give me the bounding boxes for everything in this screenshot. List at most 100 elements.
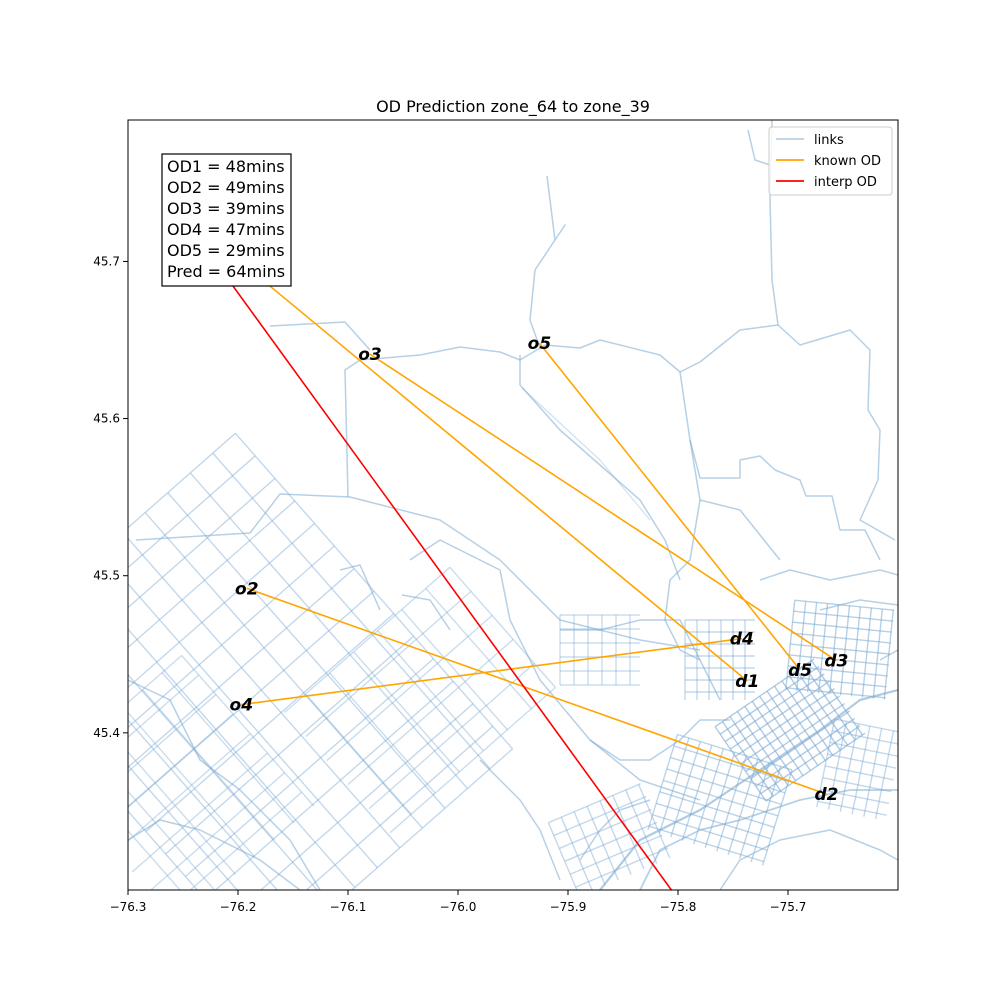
road-link: [575, 847, 669, 888]
road-link: [560, 816, 593, 890]
road-link: [344, 339, 781, 561]
od-lines: [176, 208, 837, 890]
plot-frame: [127, 119, 899, 891]
road-link: [529, 175, 566, 349]
road-link: [827, 753, 897, 769]
legend-links-label: links: [814, 133, 844, 148]
road-link: [553, 795, 647, 837]
road-link: [689, 439, 881, 561]
road-link: [719, 829, 898, 890]
road-link: [673, 745, 789, 783]
road-link: [794, 599, 895, 611]
road-link: [560, 619, 721, 701]
road-link: [128, 829, 181, 890]
road-link: [579, 799, 651, 861]
legend-frame: [768, 126, 893, 196]
interp-od-line: [176, 209, 673, 890]
road-link: [612, 795, 645, 870]
road-link: [817, 800, 887, 816]
road-link: [648, 825, 764, 863]
road-link: [167, 492, 446, 809]
x-tick-label: −76.2: [220, 900, 257, 914]
road-link: [181, 655, 315, 807]
x-tick-label: −76.0: [440, 900, 477, 914]
known-od-line-1: [176, 208, 748, 682]
road-link: [719, 665, 820, 735]
road-link: [824, 765, 894, 781]
road-link: [401, 594, 451, 631]
road-link: [792, 621, 893, 633]
road-link: [819, 599, 898, 611]
road-link: [135, 493, 701, 651]
road-link: [547, 822, 578, 890]
road-link: [284, 566, 451, 714]
road-link: [128, 590, 375, 809]
road-link: [586, 806, 619, 881]
road-link: [790, 643, 890, 655]
road-link: [789, 654, 889, 666]
road-link: [128, 455, 256, 569]
road-link: [777, 324, 896, 541]
road-link: [401, 609, 508, 731]
links-network: [128, 120, 898, 890]
road-link: [850, 606, 862, 697]
road-link: [326, 614, 493, 762]
road-link: [128, 628, 356, 888]
road-link: [353, 651, 460, 773]
road-link: [573, 811, 606, 886]
road-link: [189, 791, 303, 890]
legend-interp-label: interp OD: [814, 175, 877, 190]
road-link: [569, 834, 663, 875]
known-od-line-2: [246, 587, 827, 795]
road-link: [589, 719, 730, 761]
known-od-line-5: [538, 342, 801, 671]
road-link: [827, 721, 848, 810]
road-link: [449, 566, 556, 688]
road-link: [559, 808, 652, 850]
road-link: [829, 741, 898, 757]
road-link: [817, 603, 829, 694]
road-link: [128, 477, 276, 609]
stats-box-frame: [161, 153, 292, 287]
stats-box: OD1 = 48mins OD2 = 49mins OD3 = 39mins O…: [161, 153, 292, 287]
y-axis: 45.4 45.5 45.6 45.7: [93, 254, 128, 740]
road-link: [832, 730, 898, 745]
road-link: [214, 680, 454, 890]
road-link: [269, 321, 371, 351]
point-label-d5: d5: [788, 661, 812, 681]
road-link: [347, 638, 514, 786]
road-link: [839, 723, 859, 813]
road-link: [666, 768, 782, 806]
road-link: [664, 499, 701, 661]
road-link: [874, 730, 895, 820]
road-link: [259, 703, 474, 890]
stat-od4: OD4 = 47mins: [167, 220, 285, 239]
road-link: [329, 672, 436, 794]
x-tick-label: −75.7: [770, 900, 807, 914]
road-link: [670, 756, 786, 794]
road-link: [599, 800, 632, 875]
point-label-d4: d4: [730, 630, 754, 650]
point-label-d1: d1: [735, 672, 759, 692]
road-link: [128, 719, 279, 890]
y-tick-label: 45.5: [93, 569, 120, 583]
road-link: [785, 687, 886, 699]
road-link: [145, 613, 395, 832]
road-link: [820, 788, 890, 805]
road-link: [714, 658, 815, 728]
road-link: [128, 694, 217, 773]
road-link: [128, 711, 256, 858]
road-link: [759, 569, 898, 581]
road-link: [142, 689, 276, 841]
road-link: [128, 432, 236, 529]
x-tick-label: −75.9: [550, 900, 587, 914]
y-tick-label: 45.4: [93, 726, 120, 740]
road-link: [128, 750, 237, 875]
point-label-d2: d2: [815, 785, 839, 805]
stat-od2: OD2 = 49mins: [167, 178, 285, 197]
road-link: [128, 582, 378, 869]
road-link: [548, 783, 641, 824]
road-link: [729, 680, 830, 750]
point-label-o4: o4: [230, 696, 254, 716]
